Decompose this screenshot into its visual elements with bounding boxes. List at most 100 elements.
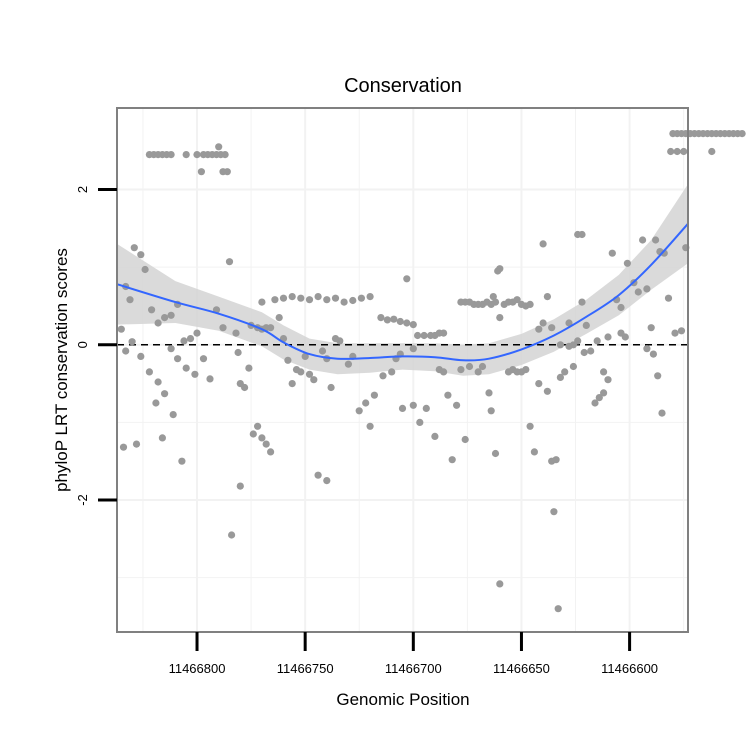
data-point (362, 399, 370, 407)
data-point (634, 288, 642, 296)
y-tick-label: -2 (75, 494, 90, 506)
data-point (169, 411, 177, 419)
data-point (621, 333, 629, 341)
data-point (582, 321, 590, 329)
data-point (535, 380, 543, 388)
data-point (649, 350, 658, 358)
x-tick-label: 11466700 (385, 661, 442, 676)
data-point (600, 389, 608, 397)
data-point (530, 448, 539, 456)
data-point (664, 294, 673, 302)
data-point (453, 401, 461, 409)
data-point (206, 375, 214, 383)
data-point (485, 389, 493, 397)
data-point (677, 327, 686, 335)
data-point (491, 298, 500, 306)
data-point (254, 422, 262, 430)
data-point (403, 275, 411, 283)
data-point (161, 390, 169, 398)
data-point (275, 314, 283, 322)
data-point (535, 325, 543, 333)
data-point (680, 147, 688, 156)
y-tick-label: 2 (75, 186, 90, 193)
x-tick-label: 11466800 (169, 661, 226, 676)
data-point (474, 368, 482, 376)
data-point (336, 337, 344, 345)
data-point (539, 240, 547, 248)
data-point (671, 329, 679, 337)
data-point (314, 471, 322, 479)
data-point (344, 360, 352, 368)
data-point (489, 293, 497, 301)
data-point (539, 319, 547, 327)
data-points (117, 130, 746, 613)
data-point (639, 236, 647, 244)
data-point (478, 362, 487, 371)
data-point (396, 317, 404, 326)
data-point (552, 456, 560, 464)
x-axis-label: Genomic Position (336, 690, 469, 709)
data-point (122, 347, 130, 355)
x-axis: 11466800 11466750 11466700 11466650 11466600 (169, 632, 658, 676)
data-point (193, 329, 201, 337)
data-point (126, 296, 134, 304)
data-point (161, 314, 169, 322)
data-point (370, 391, 378, 399)
data-point (241, 383, 249, 392)
data-point (431, 432, 439, 440)
data-point (197, 168, 205, 176)
data-point (556, 373, 565, 381)
data-point (398, 404, 407, 412)
data-point (340, 298, 348, 306)
data-point (578, 230, 586, 239)
data-point (591, 399, 599, 407)
x-tick-label: 11466600 (601, 661, 658, 676)
data-point (513, 296, 521, 304)
data-point (331, 294, 340, 302)
data-point (167, 151, 175, 159)
data-point (708, 147, 716, 156)
data-point (556, 341, 565, 349)
data-point (608, 249, 616, 257)
data-point (132, 440, 141, 448)
data-point (355, 407, 363, 415)
data-point (420, 331, 428, 340)
data-point (366, 422, 374, 430)
data-point (267, 324, 275, 332)
data-point (228, 531, 236, 539)
data-point (130, 244, 138, 252)
data-point (271, 296, 279, 304)
data-point (461, 435, 469, 444)
data-point (318, 347, 327, 355)
data-point (174, 355, 182, 363)
data-point (117, 325, 125, 333)
data-point (323, 296, 331, 304)
data-point (186, 335, 195, 343)
data-point (258, 434, 266, 442)
y-axis: -2 0 2 (75, 186, 117, 506)
data-point (167, 345, 175, 353)
data-point (390, 315, 398, 323)
data-point (647, 324, 655, 332)
data-point (182, 364, 190, 372)
data-point (652, 236, 660, 244)
data-point (595, 394, 603, 402)
data-point (180, 337, 188, 345)
data-point (119, 443, 128, 451)
y-tick-label: 0 (75, 341, 90, 348)
data-point (301, 352, 309, 360)
data-point (409, 345, 417, 353)
data-point (578, 298, 586, 306)
data-point (288, 293, 296, 301)
data-point (215, 143, 223, 151)
data-point (154, 319, 162, 327)
data-point (543, 293, 552, 301)
data-point (225, 258, 234, 266)
data-point (258, 298, 266, 306)
data-point (145, 368, 153, 376)
data-point (643, 345, 651, 353)
data-point (388, 368, 396, 376)
data-point (580, 348, 588, 357)
data-point (673, 147, 681, 156)
data-point (377, 314, 385, 322)
